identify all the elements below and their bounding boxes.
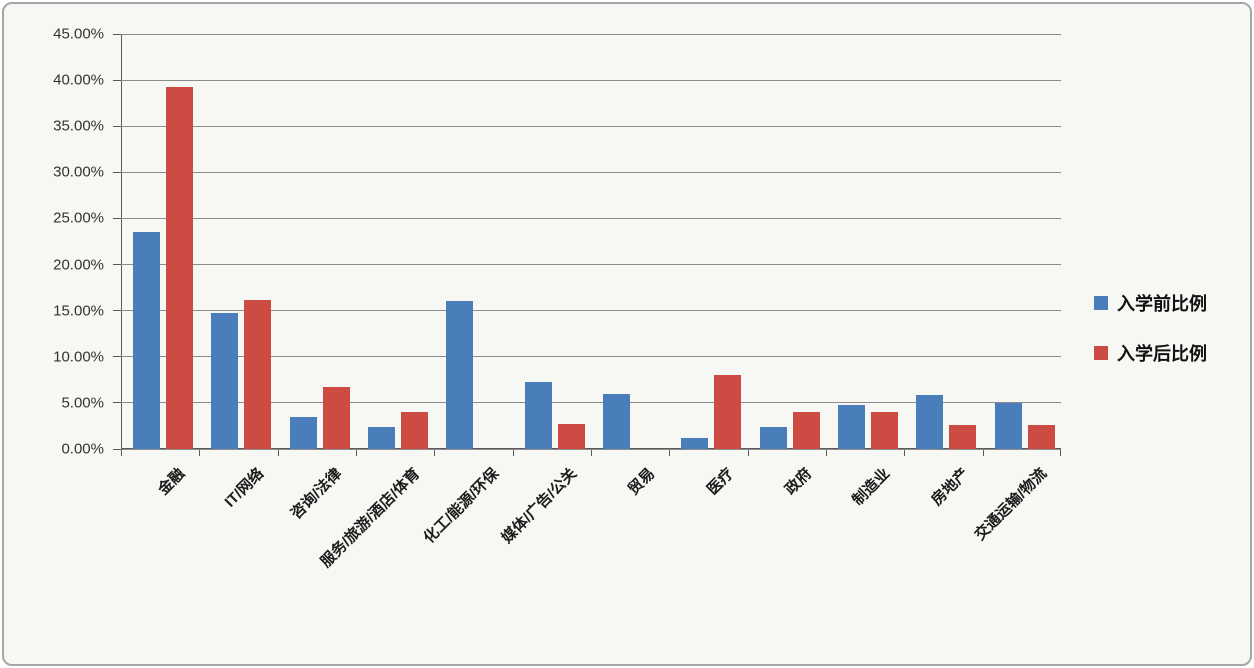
legend-swatch-icon	[1094, 346, 1108, 360]
bar-after	[244, 299, 272, 449]
y-axis-tick-label: 20.00%	[53, 256, 104, 274]
gridline	[121, 264, 1061, 266]
bar-after	[871, 412, 898, 449]
bar-before	[994, 402, 1022, 449]
category-group	[199, 34, 277, 449]
x-axis-tick	[747, 450, 749, 456]
bar-after	[322, 387, 350, 449]
gridline	[121, 171, 1061, 173]
bar-after	[792, 412, 820, 449]
category-group	[983, 34, 1061, 449]
y-axis-tick	[113, 310, 121, 312]
category-group	[356, 34, 434, 449]
bar-after	[401, 412, 428, 449]
gridline	[121, 402, 1061, 404]
x-axis-tick	[512, 450, 514, 456]
category-group	[434, 34, 512, 449]
y-axis-tick	[113, 33, 121, 35]
category-group	[513, 34, 591, 449]
y-axis-tick	[113, 448, 121, 450]
legend: 入学前比例入学后比例	[1094, 290, 1207, 390]
bar-before	[289, 416, 317, 449]
bar-after	[1027, 425, 1055, 449]
legend-entry: 入学后比例	[1094, 340, 1207, 366]
gridline	[121, 79, 1061, 81]
y-axis-line	[121, 34, 122, 449]
y-axis-tick-label: 5.00%	[61, 394, 104, 412]
bar-after	[949, 425, 977, 449]
gridline	[121, 125, 1061, 127]
x-axis-labels: 金融 IT/网络 咨询/法律 服务/旅游/酒店/体育 化工/能源/环保 媒体/广告/公关贸…	[121, 449, 1061, 649]
gridline	[121, 448, 1061, 450]
bar-before	[838, 404, 865, 449]
x-axis-tick	[277, 450, 279, 456]
y-axis-tick-label: 0.00%	[61, 440, 104, 458]
y-axis-tick-label: 35.00%	[53, 117, 104, 135]
bar-before	[211, 312, 239, 449]
y-axis-tick-label: 25.00%	[53, 209, 104, 227]
legend-swatch-icon	[1094, 296, 1108, 310]
gridline	[121, 217, 1061, 219]
category-group	[121, 34, 199, 449]
legend-entry: 入学前比例	[1094, 290, 1207, 316]
legend-label: 入学前比例	[1117, 294, 1207, 314]
x-axis-tick	[121, 450, 122, 456]
y-axis-tick-label: 40.00%	[53, 71, 104, 89]
x-axis-tick	[669, 450, 671, 456]
gridline	[121, 356, 1061, 358]
bar-after	[166, 86, 193, 449]
x-axis-tick	[356, 450, 357, 456]
legend-label: 入学后比例	[1117, 344, 1207, 364]
plot-area	[113, 33, 1061, 456]
y-axis-tick-label: 45.00%	[53, 25, 104, 43]
category-group	[591, 34, 669, 449]
y-axis-tick	[113, 79, 121, 81]
y-axis-tick-label: 15.00%	[53, 302, 104, 320]
y-axis-tick	[113, 356, 121, 358]
category-group	[748, 34, 826, 449]
x-axis-tick	[434, 450, 436, 456]
bar-before	[133, 232, 160, 449]
bar-after	[714, 375, 742, 449]
y-axis-tick	[113, 171, 121, 173]
category-group	[904, 34, 982, 449]
bar-after	[557, 424, 585, 449]
bar-before	[916, 394, 944, 449]
category-group	[278, 34, 356, 449]
category-group	[826, 34, 904, 449]
y-axis-tick	[113, 125, 121, 127]
bar-before	[524, 381, 552, 449]
y-axis-tick	[113, 402, 121, 404]
gridline	[121, 310, 1061, 312]
bar-before	[759, 426, 787, 449]
bar-before	[681, 437, 709, 449]
y-axis-tick-label: 30.00%	[53, 163, 104, 181]
gridline	[121, 33, 1061, 35]
x-axis-tick	[591, 450, 592, 456]
x-axis-tick	[1060, 450, 1061, 456]
y-axis-tick	[113, 264, 121, 266]
bar-before	[603, 393, 630, 449]
x-axis-tick	[826, 450, 827, 456]
y-axis-tick-label: 10.00%	[53, 348, 104, 366]
x-axis-tick	[199, 450, 201, 456]
bar-before	[368, 426, 395, 449]
x-axis-tick	[982, 450, 984, 456]
y-axis-tick	[113, 217, 121, 219]
y-axis-labels: 0.00% 5.00% 10.00% 15.00% 20.00% 25.00% 30.00%…	[4, 26, 104, 458]
x-axis-tick	[904, 450, 906, 456]
category-group	[669, 34, 747, 449]
bar-before	[446, 301, 474, 449]
